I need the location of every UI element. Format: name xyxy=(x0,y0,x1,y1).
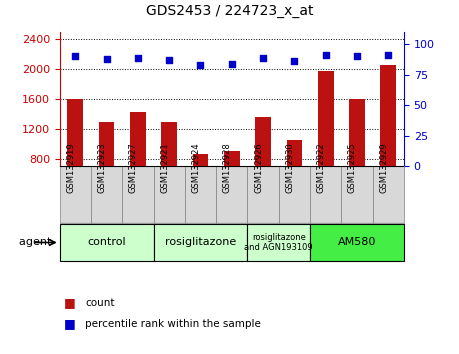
Bar xyxy=(185,166,216,223)
Point xyxy=(103,56,110,62)
Bar xyxy=(91,166,122,223)
Text: GSM132923: GSM132923 xyxy=(98,143,106,193)
Point xyxy=(197,62,204,68)
Text: GSM132930: GSM132930 xyxy=(285,143,294,193)
Bar xyxy=(381,65,396,166)
Text: rosiglitazone
and AGN193109: rosiglitazone and AGN193109 xyxy=(245,233,313,252)
Text: GSM132928: GSM132928 xyxy=(223,143,232,193)
Bar xyxy=(122,166,154,223)
Point xyxy=(353,53,361,59)
Bar xyxy=(318,71,334,166)
Text: GDS2453 / 224723_x_at: GDS2453 / 224723_x_at xyxy=(146,4,313,18)
Text: control: control xyxy=(87,238,126,247)
Bar xyxy=(216,166,247,223)
Text: agent: agent xyxy=(19,238,55,247)
Point xyxy=(291,58,298,64)
Bar xyxy=(310,224,404,261)
Point xyxy=(259,55,267,61)
Point xyxy=(134,55,141,61)
Text: GSM132925: GSM132925 xyxy=(348,143,357,193)
Text: rosiglitazone: rosiglitazone xyxy=(165,238,236,247)
Bar xyxy=(60,166,91,223)
Bar xyxy=(349,99,365,166)
Text: percentile rank within the sample: percentile rank within the sample xyxy=(85,319,261,329)
Point xyxy=(72,53,79,59)
Text: GSM132921: GSM132921 xyxy=(160,143,169,193)
Point xyxy=(228,61,235,67)
Text: ■: ■ xyxy=(64,318,76,330)
Bar xyxy=(279,166,310,223)
Bar xyxy=(99,122,114,166)
Text: GSM132919: GSM132919 xyxy=(66,143,75,193)
Bar xyxy=(67,99,83,166)
Bar xyxy=(310,166,341,223)
Bar xyxy=(247,224,310,261)
Text: GSM132929: GSM132929 xyxy=(379,143,388,193)
Bar xyxy=(130,112,146,166)
Bar xyxy=(373,166,404,223)
Bar xyxy=(286,140,302,166)
Point xyxy=(166,57,173,63)
Bar xyxy=(224,152,240,166)
Bar xyxy=(341,166,373,223)
Bar xyxy=(162,122,177,166)
Bar xyxy=(255,117,271,166)
Text: GSM132924: GSM132924 xyxy=(191,143,201,193)
Point xyxy=(385,52,392,58)
Bar xyxy=(154,166,185,223)
Bar xyxy=(193,154,208,166)
Text: GSM132922: GSM132922 xyxy=(317,143,326,193)
Point xyxy=(322,52,330,58)
Text: AM580: AM580 xyxy=(338,238,376,247)
Bar xyxy=(154,224,247,261)
Bar xyxy=(247,166,279,223)
Text: GSM132926: GSM132926 xyxy=(254,143,263,193)
Text: ■: ■ xyxy=(64,296,76,309)
Text: count: count xyxy=(85,298,114,308)
Bar xyxy=(60,224,154,261)
Text: GSM132927: GSM132927 xyxy=(129,143,138,193)
